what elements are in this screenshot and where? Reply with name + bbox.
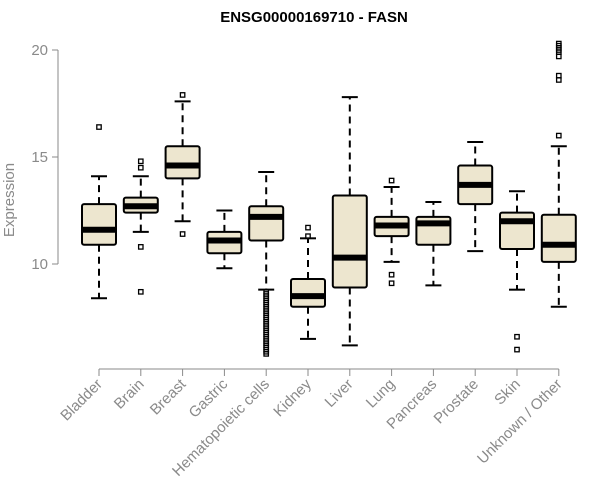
box-group <box>499 190 535 353</box>
y-tick-label: 15 <box>31 149 48 166</box>
boxes-layer <box>81 40 577 357</box>
outlier-point <box>555 72 562 79</box>
box <box>290 277 326 308</box>
box <box>248 205 285 242</box>
outlier-point <box>514 333 520 340</box>
outlier-point <box>388 271 395 278</box>
outlier-point <box>179 231 186 237</box>
outlier-point <box>305 233 311 240</box>
box <box>164 145 201 180</box>
x-tick-label: Skin <box>491 376 524 409</box>
x-tick-label: Liver <box>322 376 357 411</box>
outlier-point <box>555 132 562 139</box>
box-group <box>331 96 368 347</box>
box-group <box>290 224 326 340</box>
box-group <box>164 92 201 237</box>
outlier-point <box>179 92 186 98</box>
outlier-point <box>137 244 144 250</box>
outlier-point <box>96 124 102 130</box>
outlier-point <box>514 346 520 353</box>
box-group <box>122 158 159 295</box>
y-tick-label: 20 <box>31 42 48 59</box>
box-group <box>540 40 577 308</box>
outlier-point <box>137 164 144 171</box>
box-group <box>206 209 243 270</box>
box <box>499 211 535 251</box>
outlier-point <box>137 288 144 295</box>
x-tick-label: Kidney <box>270 375 315 420</box>
box-group <box>457 141 494 253</box>
box-group <box>415 200 452 287</box>
x-tick-label: Bladder <box>57 376 106 425</box>
x-tick-label: Brain <box>111 376 148 413</box>
x-tick-label: Prostate <box>430 376 482 428</box>
y-tick-label: 10 <box>31 256 48 273</box>
outlier-point <box>263 288 270 295</box>
box <box>331 194 368 289</box>
box-group <box>248 170 285 357</box>
box-group <box>81 124 117 300</box>
outlier-point <box>388 280 395 287</box>
y-axis: 10 15 20 <box>31 42 59 273</box>
outlier-point <box>555 40 562 47</box>
box <box>81 203 117 246</box>
outlier-point <box>305 224 311 231</box>
outlier-point <box>388 177 395 184</box>
box-group <box>373 177 410 287</box>
x-tick-label: Breast <box>147 375 190 418</box>
box <box>540 213 577 263</box>
outlier-point <box>137 158 144 165</box>
x-tick-label: Lung <box>363 376 399 412</box>
chart-title: ENSG00000169710 - FASN <box>220 9 408 26</box>
y-axis-label: Expression <box>1 163 18 237</box>
